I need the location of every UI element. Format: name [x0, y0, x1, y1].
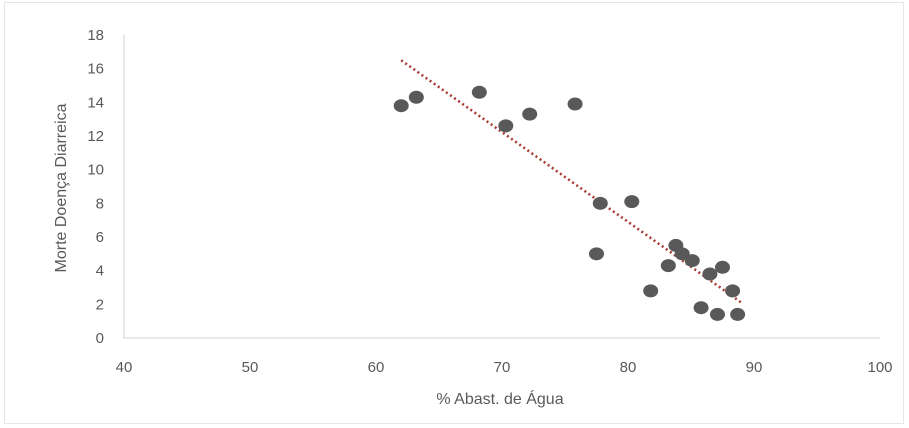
y-tick-label: 16 — [87, 61, 104, 78]
data-point — [684, 254, 700, 268]
data-point — [471, 85, 487, 99]
data-point — [730, 307, 746, 321]
data-point — [725, 284, 741, 298]
y-tick-label: 12 — [87, 128, 104, 145]
y-axis-title: Morte Doença Diarreica — [53, 103, 70, 272]
y-tick-label: 18 — [87, 27, 104, 44]
data-point — [408, 90, 424, 104]
x-tick-label: 90 — [746, 359, 763, 376]
x-tick-label: 80 — [620, 359, 637, 376]
x-tick-label: 50 — [242, 359, 259, 376]
chart-frame — [4, 2, 904, 424]
data-point — [393, 99, 409, 113]
data-point — [624, 195, 640, 209]
y-tick-label: 0 — [96, 330, 104, 347]
data-point — [522, 107, 538, 121]
x-axis-title: % Abast. de Água — [436, 389, 563, 408]
x-tick-labels: 40 50 60 70 80 90 100 — [116, 359, 893, 376]
y-tick-label: 8 — [96, 195, 104, 212]
y-tick-label: 2 — [96, 296, 104, 313]
data-point — [589, 247, 604, 261]
x-tick-label: 60 — [368, 359, 385, 376]
data-points — [393, 85, 746, 321]
data-point — [715, 260, 730, 274]
y-tick-label: 6 — [96, 229, 104, 246]
data-point — [702, 267, 718, 281]
data-point — [709, 307, 725, 321]
data-point — [643, 284, 659, 298]
x-tick-label: 70 — [494, 359, 511, 376]
y-tick-labels: 0 2 4 6 8 10 12 14 16 18 — [87, 27, 104, 347]
data-point — [592, 196, 608, 210]
data-point — [498, 119, 514, 133]
x-tick-label: 40 — [116, 359, 133, 376]
data-point — [693, 301, 709, 315]
data-point — [567, 97, 583, 111]
y-tick-label: 10 — [87, 162, 104, 179]
x-tick-label: 100 — [867, 359, 892, 376]
data-point — [660, 259, 676, 273]
y-tick-label: 14 — [87, 94, 104, 111]
y-tick-label: 4 — [96, 263, 104, 280]
axes — [123, 35, 880, 339]
